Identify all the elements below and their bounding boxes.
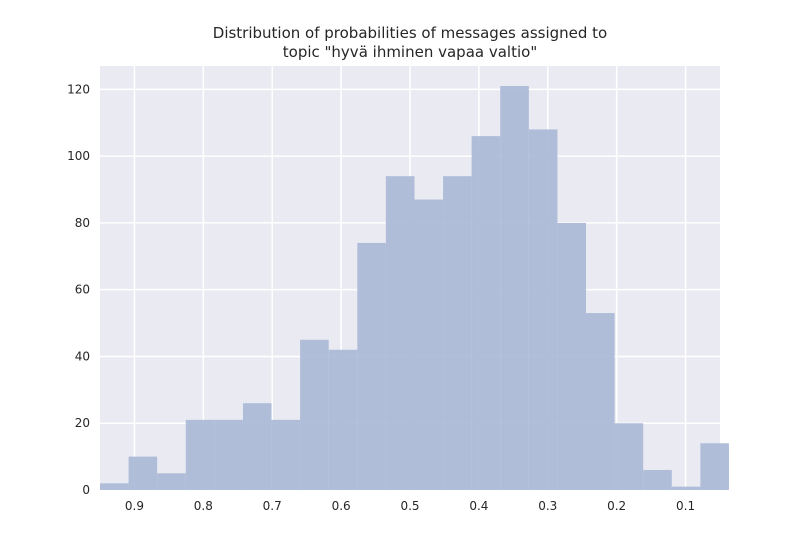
y-tick-label: 100 [67, 149, 90, 163]
histogram-bar [100, 483, 129, 490]
chart-title-line-1: Distribution of probabilities of message… [212, 24, 608, 42]
histogram-bar [614, 423, 644, 490]
x-tick-label: 0.4 [469, 499, 488, 513]
x-tick-label: 0.7 [263, 499, 282, 513]
histogram-bar [128, 456, 158, 490]
histogram-bar [242, 403, 272, 490]
x-tick-label: 0.9 [125, 499, 144, 513]
y-tick-label: 80 [75, 216, 90, 230]
histogram-bar [357, 242, 386, 490]
y-tick-label: 60 [75, 283, 90, 297]
histogram-bar [586, 313, 615, 490]
histogram-bar [443, 176, 472, 491]
y-tick-label: 120 [67, 82, 90, 96]
tick-labels: 0.9 0.8 0.7 0.6 0.5 0.4 0.3 0.2 0.1 0 20 40 60 80 100 1… [67, 82, 695, 513]
histogram-bar [300, 339, 329, 490]
histogram-bar [500, 86, 529, 490]
x-tick-label: 0.5 [400, 499, 419, 513]
histogram-bar [671, 486, 701, 490]
x-tick-label: 0.1 [676, 499, 695, 513]
histogram-bar [385, 176, 415, 491]
y-tick-label: 40 [75, 349, 90, 363]
histogram-bar [214, 419, 243, 490]
histogram-bar [528, 129, 558, 490]
histogram-bars [100, 86, 729, 491]
histogram-bar [471, 136, 501, 490]
histogram-bar [157, 473, 186, 490]
histogram-bar [185, 419, 215, 490]
y-tick-label: 20 [75, 416, 90, 430]
chart-title-line-2: topic "hyvä ihminen vapaa valtio" [282, 43, 538, 61]
histogram-bar [643, 469, 672, 490]
y-tick-label: 0 [82, 483, 90, 497]
histogram-bar [700, 443, 729, 490]
x-tick-label: 0.8 [194, 499, 213, 513]
histogram-bar [557, 222, 587, 490]
histogram-bar [328, 349, 358, 490]
histogram-bar [414, 199, 444, 490]
x-tick-label: 0.3 [538, 499, 557, 513]
histogram-bar [271, 419, 301, 490]
x-tick-label: 0.6 [332, 499, 351, 513]
x-tick-label: 0.2 [607, 499, 626, 513]
